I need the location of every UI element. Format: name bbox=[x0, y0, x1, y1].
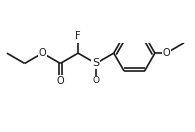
Text: F: F bbox=[75, 31, 81, 41]
Text: O: O bbox=[39, 48, 46, 58]
Text: O: O bbox=[162, 48, 170, 58]
Text: S: S bbox=[92, 58, 99, 68]
Text: O: O bbox=[92, 76, 99, 85]
Text: O: O bbox=[57, 76, 64, 86]
